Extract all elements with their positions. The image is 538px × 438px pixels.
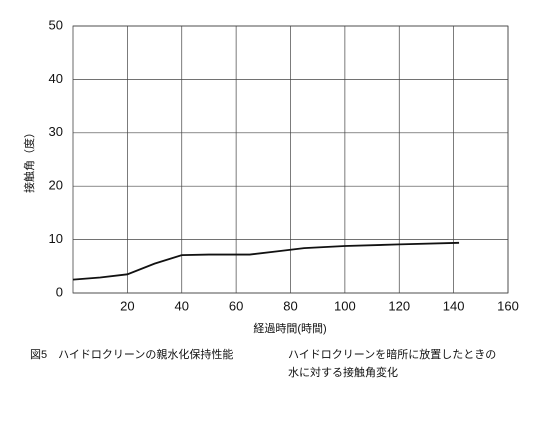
x-tick-label: 120 [388, 298, 410, 313]
x-tick-label: 80 [283, 298, 297, 313]
x-tick-label: 100 [334, 298, 356, 313]
x-tick-label: 60 [229, 298, 243, 313]
x-tick-label: 140 [443, 298, 465, 313]
x-tick-label: 20 [120, 298, 134, 313]
caption-description: ハイドロクリーンを暗所に放置したときの [288, 347, 496, 361]
x-tick-label: 40 [175, 298, 189, 313]
data-line [72, 241, 460, 281]
y-axis-label: 接触角（度） [22, 127, 36, 193]
y-tick-label: 10 [49, 231, 63, 246]
caption-description: 水に対する接触角変化 [288, 365, 398, 379]
x-axis-label: 経過時間(時間) [253, 322, 326, 335]
y-tick-label: 20 [49, 178, 63, 193]
y-tick-label: 40 [49, 71, 63, 86]
caption-figure: 図5 ハイドロクリーンの親水化保持性能 [30, 347, 233, 361]
y-tick-label: 30 [49, 124, 63, 139]
x-tick-label: 160 [497, 298, 519, 313]
y-tick-label: 50 [49, 17, 63, 32]
y-tick-label: 0 [56, 284, 63, 299]
